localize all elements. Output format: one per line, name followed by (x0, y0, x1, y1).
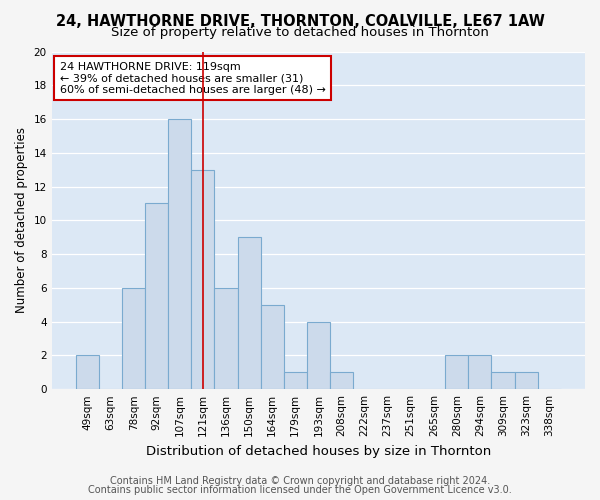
Text: Contains public sector information licensed under the Open Government Licence v3: Contains public sector information licen… (88, 485, 512, 495)
Bar (238, 237, 260, 389)
Bar (515, 372, 538, 389)
Bar (284, 372, 307, 389)
Bar (191, 170, 214, 389)
Text: Contains HM Land Registry data © Crown copyright and database right 2024.: Contains HM Land Registry data © Crown c… (110, 476, 490, 486)
Y-axis label: Number of detached properties: Number of detached properties (15, 128, 28, 314)
Text: 24, HAWTHORNE DRIVE, THORNTON, COALVILLE, LE67 1AW: 24, HAWTHORNE DRIVE, THORNTON, COALVILLE… (56, 14, 544, 29)
Bar (168, 119, 191, 389)
Text: Size of property relative to detached houses in Thornton: Size of property relative to detached ho… (111, 26, 489, 39)
Text: 24 HAWTHORNE DRIVE: 119sqm
← 39% of detached houses are smaller (31)
60% of semi: 24 HAWTHORNE DRIVE: 119sqm ← 39% of deta… (59, 62, 326, 95)
Bar (469, 356, 491, 389)
Bar (214, 288, 238, 389)
Bar (260, 305, 284, 389)
Bar (445, 356, 469, 389)
Bar (145, 204, 168, 389)
X-axis label: Distribution of detached houses by size in Thornton: Distribution of detached houses by size … (146, 444, 491, 458)
Bar (307, 322, 330, 389)
Bar (330, 372, 353, 389)
Bar (76, 356, 99, 389)
Bar (122, 288, 145, 389)
Bar (491, 372, 515, 389)
